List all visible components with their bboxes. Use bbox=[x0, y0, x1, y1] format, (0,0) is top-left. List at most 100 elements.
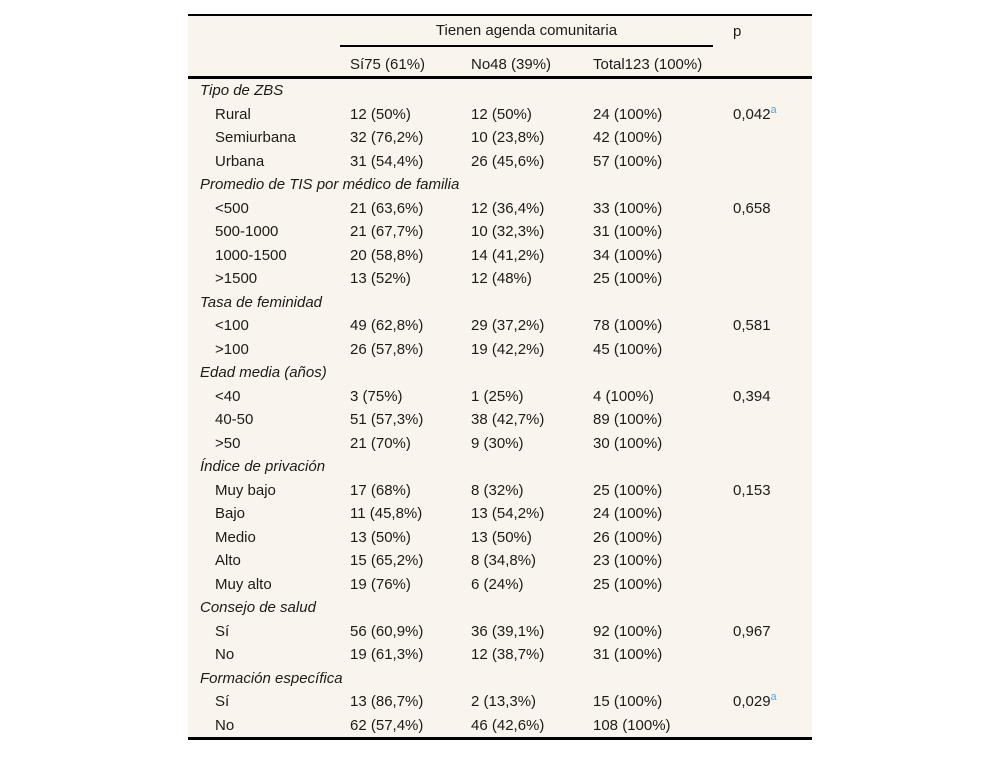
cell-no: 46 (42,6%) bbox=[471, 716, 545, 734]
cell-no: 19 (42,2%) bbox=[471, 340, 545, 358]
table-row: <40 3 (75%) 1 (25%) 4 (100%) 0,394 bbox=[188, 385, 812, 409]
row-label: Bajo bbox=[215, 505, 246, 523]
table-row: No 19 (61,3%) 12 (38,7%) 31 (100%) bbox=[188, 643, 812, 667]
cell-no: 36 (39,1%) bbox=[471, 622, 545, 640]
section-header: Índice de privación bbox=[200, 458, 326, 476]
cell-si: 51 (57,3%) bbox=[350, 411, 424, 429]
cell-si: 21 (67,7%) bbox=[350, 223, 424, 241]
row-label: Sí bbox=[215, 622, 230, 640]
row-label: Muy alto bbox=[215, 575, 272, 593]
cell-no: 8 (34,8%) bbox=[471, 552, 537, 570]
cell-no: 29 (37,2%) bbox=[471, 317, 545, 335]
p-column-label: p bbox=[733, 23, 742, 40]
section-header: Tipo de ZBS bbox=[200, 82, 284, 100]
row-label: 500-1000 bbox=[215, 223, 279, 241]
table-row: 500-1000 21 (67,7%) 10 (32,3%) 31 (100%) bbox=[188, 220, 812, 244]
section-header: Edad media (años) bbox=[200, 364, 327, 382]
cell-si: 13 (86,7%) bbox=[350, 693, 424, 711]
table-row: >100 26 (57,8%) 19 (42,2%) 45 (100%) bbox=[188, 338, 812, 362]
cell-total: 89 (100%) bbox=[593, 411, 663, 429]
table-row: Muy bajo 17 (68%) 8 (32%) 25 (100%) 0,153 bbox=[188, 479, 812, 503]
cell-no: 6 (24%) bbox=[471, 575, 524, 593]
cell-si: 12 (50%) bbox=[350, 105, 411, 123]
cell-total: 23 (100%) bbox=[593, 552, 663, 570]
cell-total: 34 (100%) bbox=[593, 246, 663, 264]
cell-total: 25 (100%) bbox=[593, 575, 663, 593]
table-row: Alto 15 (65,2%) 8 (34,8%) 23 (100%) bbox=[188, 549, 812, 573]
cell-total: 33 (100%) bbox=[593, 199, 663, 217]
cell-no: 12 (50%) bbox=[471, 105, 532, 123]
cell-total: 15 (100%) bbox=[593, 693, 663, 711]
cell-si: 17 (68%) bbox=[350, 481, 411, 499]
cell-si: 3 (75%) bbox=[350, 387, 403, 405]
cell-no: 26 (45,6%) bbox=[471, 152, 545, 170]
cell-si: 56 (60,9%) bbox=[350, 622, 424, 640]
cell-si: 62 (57,4%) bbox=[350, 716, 424, 734]
table-row: >50 21 (70%) 9 (30%) 30 (100%) bbox=[188, 432, 812, 456]
cell-p-value: 0,029a bbox=[733, 691, 777, 711]
cell-si: 21 (70%) bbox=[350, 434, 411, 452]
table-header: Tienen agenda comunitaria p Sí75 (61%) N… bbox=[188, 16, 812, 79]
cell-si: 13 (50%) bbox=[350, 528, 411, 546]
section-header: Promedio de TIS por médico de familia bbox=[200, 176, 460, 194]
cell-no: 8 (32%) bbox=[471, 481, 524, 499]
cell-total: 26 (100%) bbox=[593, 528, 663, 546]
cell-total: 108 (100%) bbox=[593, 716, 671, 734]
table-row: Semiurbana 32 (76,2%) 10 (23,8%) 42 (100%) bbox=[188, 126, 812, 150]
row-label: 1000-1500 bbox=[215, 246, 287, 264]
table-row: <500 21 (63,6%) 12 (36,4%) 33 (100%) 0,658 bbox=[188, 197, 812, 221]
row-label: >50 bbox=[215, 434, 241, 452]
cell-no: 9 (30%) bbox=[471, 434, 524, 452]
row-label: Urbana bbox=[215, 152, 265, 170]
cell-no: 12 (36,4%) bbox=[471, 199, 545, 217]
cell-total: 42 (100%) bbox=[593, 129, 663, 147]
group-header-label: Tienen agenda comunitaria bbox=[435, 22, 618, 39]
row-label: >100 bbox=[215, 340, 249, 358]
cell-no: 2 (13,3%) bbox=[471, 693, 537, 711]
row-label: No bbox=[215, 646, 235, 664]
group-header: Tienen agenda comunitaria bbox=[340, 16, 713, 47]
cell-total: 92 (100%) bbox=[593, 622, 663, 640]
cell-si: 26 (57,8%) bbox=[350, 340, 424, 358]
cell-total: 31 (100%) bbox=[593, 223, 663, 241]
cell-si: 20 (58,8%) bbox=[350, 246, 424, 264]
row-label: 40-50 bbox=[215, 411, 254, 429]
table-row: 40-50 51 (57,3%) 38 (42,7%) 89 (100%) bbox=[188, 408, 812, 432]
cell-total: 30 (100%) bbox=[593, 434, 663, 452]
cell-p-value: 0,658 bbox=[733, 199, 771, 217]
cell-no: 12 (48%) bbox=[471, 270, 532, 288]
cell-si: 19 (76%) bbox=[350, 575, 411, 593]
cell-p-value: 0,042a bbox=[733, 103, 777, 123]
table-row: Bajo 11 (45,8%) 13 (54,2%) 24 (100%) bbox=[188, 502, 812, 526]
row-label: <500 bbox=[215, 199, 249, 217]
section-header: Formación específica bbox=[200, 669, 343, 687]
row-label: Semiurbana bbox=[215, 129, 296, 147]
cell-total: 4 (100%) bbox=[593, 387, 654, 405]
table-body: Tipo de ZBS Rural 12 (50%) 12 (50%) 24 (100%… bbox=[188, 79, 812, 737]
table-row: Sí 13 (86,7%) 2 (13,3%) 15 (100%) 0,029a bbox=[188, 690, 812, 714]
cell-total: 78 (100%) bbox=[593, 317, 663, 335]
cell-si: 19 (61,3%) bbox=[350, 646, 424, 664]
cell-no: 13 (54,2%) bbox=[471, 505, 545, 523]
row-label: Rural bbox=[215, 105, 251, 123]
cell-p-value: 0,394 bbox=[733, 387, 771, 405]
cell-no: 13 (50%) bbox=[471, 528, 532, 546]
row-label: <100 bbox=[215, 317, 249, 335]
table-row: 1000-1500 20 (58,8%) 14 (41,2%) 34 (100%) bbox=[188, 244, 812, 268]
row-label: No bbox=[215, 716, 235, 734]
table-row: Rural 12 (50%) 12 (50%) 24 (100%) 0,042a bbox=[188, 103, 812, 127]
cell-no: 10 (32,3%) bbox=[471, 223, 545, 241]
table-row: No 62 (57,4%) 46 (42,6%) 108 (100%) bbox=[188, 714, 812, 738]
row-label: Muy bajo bbox=[215, 481, 276, 499]
cell-si: 11 (45,8%) bbox=[350, 505, 423, 523]
column-header-total: Total123 (100%) bbox=[593, 55, 703, 73]
section-header: Consejo de salud bbox=[200, 599, 316, 617]
row-label: Medio bbox=[215, 528, 256, 546]
section-header: Tasa de feminidad bbox=[200, 293, 323, 311]
column-header-no: No48 (39%) bbox=[471, 55, 552, 73]
table-row: Muy alto 19 (76%) 6 (24%) 25 (100%) bbox=[188, 573, 812, 597]
cell-si: 49 (62,8%) bbox=[350, 317, 424, 335]
cell-total: 25 (100%) bbox=[593, 481, 663, 499]
cell-no: 10 (23,8%) bbox=[471, 129, 545, 147]
table-row: <100 49 (62,8%) 29 (37,2%) 78 (100%) 0,581 bbox=[188, 314, 812, 338]
